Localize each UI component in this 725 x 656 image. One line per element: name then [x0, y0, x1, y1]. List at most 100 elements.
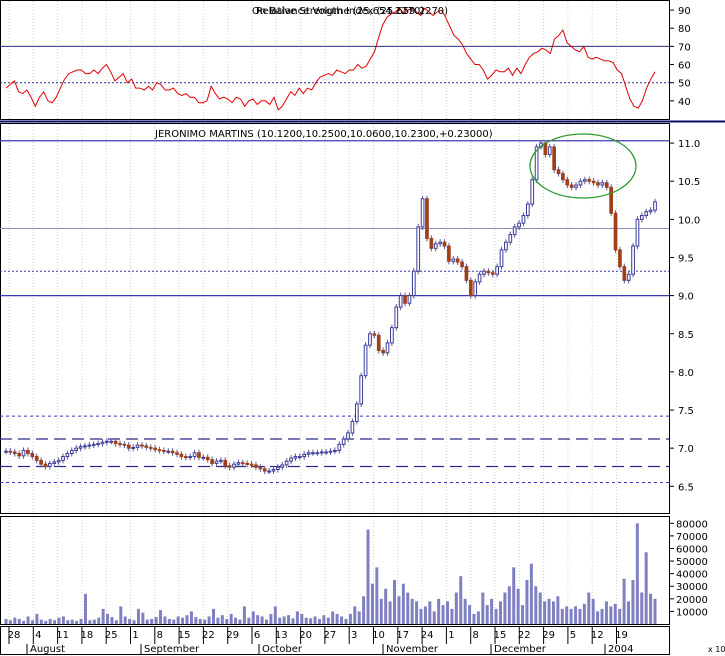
- volume-bar: [44, 620, 48, 624]
- volume-bar: [622, 578, 626, 624]
- volume-bar: [70, 619, 74, 624]
- volume-bar: [393, 579, 397, 624]
- volume-bar: [119, 606, 123, 624]
- volume-bar: [445, 601, 449, 624]
- x-month-label: 2004: [608, 644, 633, 655]
- volume-bar: [649, 593, 653, 624]
- volume-bar: [521, 605, 525, 624]
- volume-bar: [92, 619, 96, 624]
- volume-bar: [591, 598, 595, 624]
- x-month-label: October: [262, 644, 303, 655]
- volume-bar: [366, 529, 370, 624]
- volume-bar: [35, 613, 39, 624]
- candle-body: [425, 198, 429, 239]
- x-tick-label: 18: [81, 630, 94, 641]
- candle-body: [517, 222, 521, 228]
- candle-body: [4, 450, 8, 453]
- price-y-tick-label: 7.5: [678, 406, 694, 417]
- candle-body: [350, 420, 355, 434]
- x-tick-label: 3: [351, 630, 357, 641]
- volume-bar: [604, 601, 608, 624]
- volume-bar: [53, 620, 57, 624]
- x-axis-band: [0, 626, 670, 655]
- candle-body: [447, 245, 451, 262]
- volume-bar: [326, 617, 330, 624]
- candle-body: [372, 333, 377, 336]
- candle-body: [166, 450, 171, 453]
- candle-body: [648, 209, 653, 213]
- volume-bar: [181, 617, 185, 624]
- candle-body: [280, 464, 285, 468]
- candle-body: [569, 184, 574, 188]
- candle-body: [381, 350, 385, 354]
- candle-body: [420, 198, 425, 228]
- volume-bar: [123, 616, 127, 624]
- volume-bar: [556, 596, 560, 624]
- candle-body: [460, 261, 464, 268]
- volume-bar: [225, 618, 229, 624]
- candle-body: [324, 451, 328, 454]
- x-tick-label: 8: [473, 630, 479, 641]
- candle-body: [21, 449, 26, 457]
- indicator-panel: [0, 0, 670, 120]
- price-y-tick-label: 8.5: [678, 330, 694, 341]
- volume-bar: [618, 608, 622, 624]
- candle-body: [153, 447, 157, 451]
- volume-bar: [401, 583, 405, 624]
- candle-body: [644, 211, 649, 217]
- volume-bar: [529, 563, 533, 624]
- volume-bar: [159, 610, 163, 624]
- x-tick-label: 8: [157, 630, 163, 641]
- indicator-y-tick-label: 60: [678, 61, 691, 72]
- x-tick-label: 1: [132, 630, 138, 641]
- volume-bar: [101, 608, 105, 624]
- candle-body: [197, 452, 201, 458]
- volume-y-tick-label: 80000: [676, 519, 708, 530]
- volume-panel: [0, 516, 670, 625]
- candle-body: [574, 184, 578, 188]
- indicator-title: Relative Strength Index (25.659.2270): [256, 6, 448, 17]
- candle-body: [333, 449, 337, 452]
- candle-body: [346, 432, 350, 440]
- candle-body: [293, 456, 298, 459]
- volume-bar: [291, 618, 295, 624]
- volume-bar: [627, 601, 631, 624]
- axis-layer: 28 4 11 18 25 1 8 15 22 29 6 13 20 27 3 10 17 24 1 8 15 22 29 5…: [8, 626, 633, 655]
- volume-bar: [463, 598, 467, 624]
- candle-body: [188, 456, 193, 459]
- volume-bar: [216, 617, 220, 624]
- candle-body: [254, 464, 258, 468]
- volume-bar: [278, 617, 282, 624]
- x-tick-label: 13: [275, 630, 288, 641]
- volume-bar: [203, 619, 207, 624]
- volume-bar: [507, 586, 511, 624]
- candle-body: [416, 226, 421, 272]
- volume-bar: [503, 592, 507, 624]
- candle-body: [126, 444, 131, 449]
- x-month-label: November: [386, 644, 439, 655]
- volume-bar: [582, 603, 586, 624]
- volume-bar: [644, 552, 648, 624]
- price-layer: 6.5 7.0 7.5 8.0 8.5 9.0 9.5 10.0 10.5 11.0: [0, 139, 700, 493]
- volume-bar: [423, 606, 427, 624]
- price-y-tick-label: 11.0: [678, 139, 700, 150]
- volume-bar: [476, 611, 480, 624]
- candle-body: [157, 449, 162, 452]
- volume-bar: [490, 598, 494, 624]
- candle-body: [429, 237, 434, 249]
- candle-body: [521, 215, 526, 224]
- volume-bar: [432, 611, 436, 624]
- volume-bar: [640, 592, 644, 624]
- volume-bar: [260, 616, 264, 624]
- candle-body: [170, 450, 175, 454]
- volume-bar: [331, 611, 335, 624]
- candle-body: [48, 462, 52, 467]
- volume-bar: [75, 620, 79, 624]
- volume-bar: [317, 618, 321, 624]
- x-tick-label: 29: [226, 630, 239, 641]
- candle-body: [267, 470, 271, 473]
- candle-body: [591, 180, 596, 184]
